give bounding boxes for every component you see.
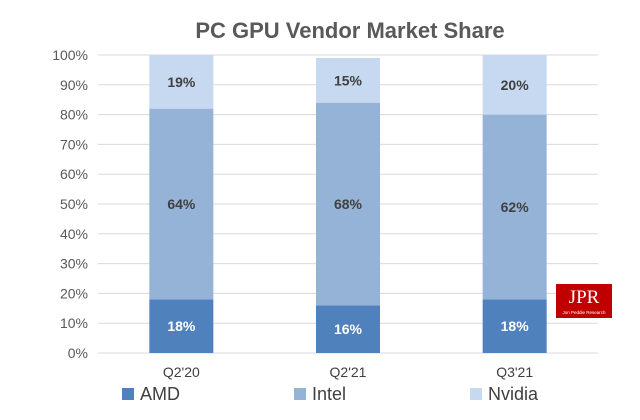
x-tick-label: Q2'21 [330,364,367,380]
bars: 18% 64% 19% 16% 68% 15% 18% 62% 20% [149,55,547,353]
bar-nvidia [316,57,380,103]
chart-title: PC GPU Vendor Market Share [195,18,504,43]
jpr-logo-background [556,284,612,318]
y-tick-label: 10% [60,315,88,331]
x-tick-label: Q2'20 [163,364,200,380]
y-tick-label: 30% [60,256,88,272]
bar-intel [316,102,380,306]
y-tick-label: 0% [68,345,88,361]
bar-amd [149,299,214,353]
legend: AMD Intel Nvidia [122,384,539,404]
y-tick-label: 60% [60,166,88,182]
y-tick-label: 100% [52,47,88,63]
jpr-logo-text: JPR [569,287,600,308]
data-label: 16% [334,321,363,337]
data-label: 62% [501,199,530,215]
jpr-logo: JPR Jon Peddie Research [556,284,612,318]
bar-intel [482,114,547,300]
legend-swatch [122,388,134,400]
y-tick-label: 90% [60,77,88,93]
x-axis: Q2'20 Q2'21 Q3'21 [163,364,533,380]
jpr-logo-subtext: Jon Peddie Research [562,310,606,315]
y-tick-label: 50% [60,196,88,212]
legend-item-amd: AMD [122,384,180,404]
y-tick-label: 70% [60,136,88,152]
legend-label: Intel [312,384,346,404]
data-label: 15% [334,72,363,88]
data-label: 68% [334,196,363,212]
bar-nvidia [149,55,214,109]
legend-swatch [470,388,482,400]
bar-amd [482,299,547,353]
x-tick-label: Q3'21 [496,364,533,380]
data-label: 18% [501,318,530,334]
bar-intel [149,108,214,300]
data-label: 18% [167,318,196,334]
data-label: 64% [167,196,196,212]
legend-label: AMD [140,384,180,404]
y-tick-label: 20% [60,285,88,301]
bar-nvidia [482,55,547,115]
data-label: 20% [501,77,530,93]
legend-swatch [294,388,306,400]
bar-amd [316,305,380,353]
data-label: 19% [167,74,196,90]
legend-item-intel: Intel [294,384,346,404]
y-tick-label: 40% [60,226,88,242]
legend-item-nvidia: Nvidia [470,384,539,404]
y-tick-label: 80% [60,107,88,123]
legend-label: Nvidia [488,384,539,404]
y-axis: 0% 10% 20% 30% 40% 50% 60% 70% 80% 90% 100% [52,47,88,361]
